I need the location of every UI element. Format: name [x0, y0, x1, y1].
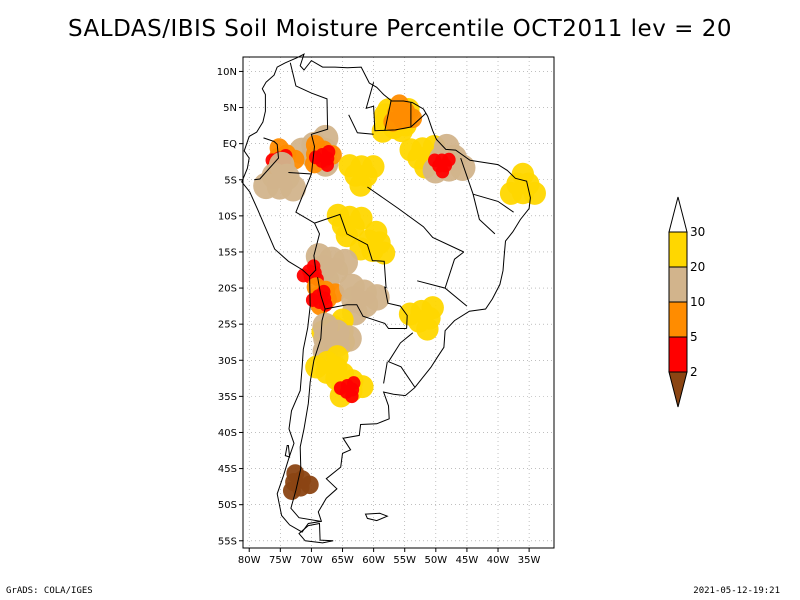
y-tick-label: 15S: [218, 247, 237, 258]
legend-bin-10-20: [668, 266, 688, 303]
latitude-axis: 10N 5N EQ 5S 10S 15S 20S 25S 30S 35S 40S 45S 50S 55S: [217, 67, 243, 547]
political-border-4: [290, 277, 326, 522]
plot-frame: [242, 56, 555, 549]
shading-region-peru-north: [253, 151, 307, 202]
political-border-12: [348, 114, 374, 135]
political-border-13: [367, 186, 465, 253]
longitude-axis: 80W 75W 70W 65W 60W 55W 50W 45W 40W 35W: [238, 548, 541, 566]
y-tick-label: 10S: [218, 211, 237, 222]
political-border-1: [254, 137, 280, 181]
map-title: SALDAS/IBIS Soil Moisture Percentile OCT…: [68, 16, 732, 42]
timestamp: 2021-05-12-19:21: [693, 586, 780, 596]
soil-moisture-shading: [253, 94, 546, 501]
political-border-3: [314, 213, 387, 289]
y-tick-label: 50S: [218, 500, 237, 511]
legend-bin-above-30: [668, 196, 688, 233]
x-tick-label: 70W: [300, 555, 323, 566]
y-tick-label: 45S: [218, 464, 237, 475]
legend-bin-5-10: [668, 301, 688, 338]
x-tick-label: 40W: [487, 555, 510, 566]
shading-region-rio-grande-do-norte: [499, 162, 546, 205]
color-legend: 30 20 10 5 2: [668, 196, 705, 408]
y-tick-label: 55S: [218, 536, 237, 547]
y-tick-label: 10N: [217, 67, 237, 78]
shading-region-cordoba-hotspot: [333, 376, 361, 404]
continent-coastline: [241, 53, 531, 533]
x-tick-label: 45W: [456, 555, 479, 566]
tierra-del-fuego: [298, 522, 334, 544]
x-tick-label: 50W: [425, 555, 448, 566]
political-border-8: [383, 361, 388, 384]
x-tick-label: 60W: [362, 555, 385, 566]
political-border-5: [325, 304, 407, 329]
shading-region-parana-north: [398, 296, 444, 341]
x-tick-label: 75W: [269, 555, 292, 566]
legend-level-label: 20: [690, 260, 705, 274]
legend-bin-2-5: [668, 336, 688, 373]
y-tick-label: 5S: [224, 175, 237, 186]
chiloe-island: [284, 445, 291, 458]
y-tick-label: 30S: [218, 356, 237, 367]
y-tick-label: 20S: [218, 284, 237, 295]
falkland-islands: [364, 512, 389, 522]
y-tick-label: EQ: [223, 139, 237, 150]
y-tick-label: 35S: [218, 392, 237, 403]
political-border-2: [288, 172, 321, 277]
legend-level-label: 10: [690, 295, 705, 309]
legend-bin-below-2: [668, 371, 688, 408]
political-border-15: [472, 193, 514, 213]
x-tick-label: 80W: [238, 555, 261, 566]
shading-region-guiana-orange: [383, 94, 423, 132]
shading-region-central-amazon-blobs: [338, 154, 385, 197]
legend-level-label: 5: [690, 330, 698, 344]
legend-bin-20-30: [668, 231, 688, 268]
x-tick-label: 55W: [393, 555, 416, 566]
coastline-and-borders: [241, 53, 531, 544]
y-tick-label: 5N: [223, 103, 237, 114]
shading-region-maranhao-hotspot: [428, 152, 456, 179]
x-tick-label: 35W: [518, 555, 541, 566]
y-tick-label: 40S: [218, 428, 237, 439]
grads-credit: GrADS: COLA/IGES: [6, 586, 93, 596]
legend-level-label: 2: [690, 365, 698, 379]
political-border-14: [460, 157, 496, 235]
political-border-17: [444, 251, 465, 289]
shading-region-western-amazon-hotspot: [308, 144, 336, 172]
x-tick-label: 65W: [331, 555, 354, 566]
legend-level-label: 30: [690, 225, 705, 239]
political-border-7: [387, 332, 416, 388]
y-tick-label: 25S: [218, 320, 237, 331]
political-border-10: [384, 100, 392, 131]
political-border-6: [384, 286, 408, 329]
political-border-0: [289, 62, 329, 175]
